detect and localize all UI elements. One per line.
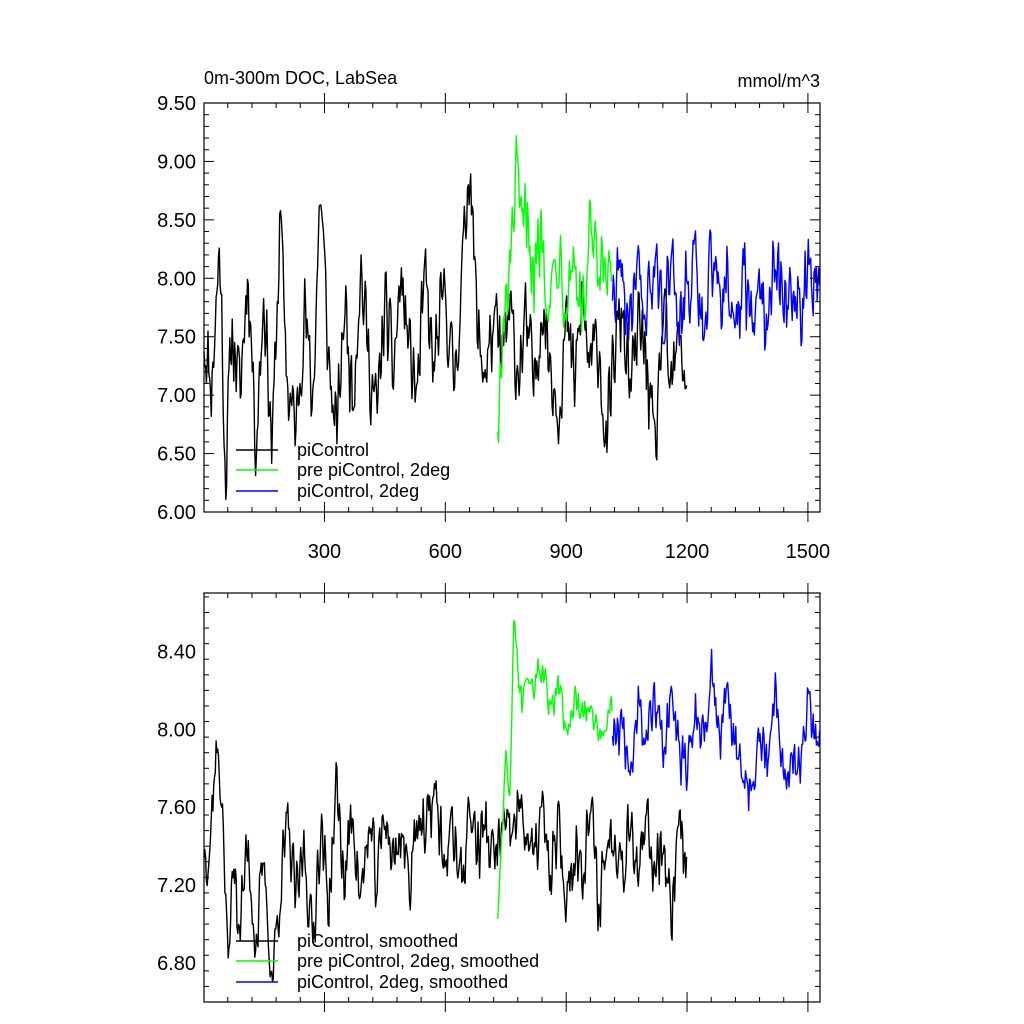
- y-tick-label: 7.60: [157, 797, 196, 819]
- series-line-pre-picontrol-2deg: [497, 135, 613, 444]
- chart-title-right: mmol/m^3: [738, 71, 820, 91]
- bottom-series-layer: [203, 620, 821, 983]
- y-tick-label: 8.00: [157, 268, 196, 290]
- series-line-picontrol-2deg: [611, 229, 821, 351]
- legend-label-picontrol-smoothed: piControl, smoothed: [297, 931, 458, 951]
- y-tick-label: 6.00: [157, 502, 196, 524]
- legend-label-pre-picontrol-2deg: pre piControl, 2deg: [297, 460, 450, 480]
- top-panel: 0m-300m DOC, LabSea mmol/m^3 6.00 6.50 7.0…: [157, 68, 830, 563]
- y-tick-label: 7.50: [157, 327, 196, 349]
- y-tick-label: 9.00: [157, 151, 196, 173]
- top-plot-frame: [203, 102, 821, 513]
- y-tick-label: 7.20: [157, 875, 196, 897]
- bottom-plot-frame: [203, 592, 821, 1003]
- y-tick-label: 8.50: [157, 210, 196, 232]
- x-tick-label: 600: [429, 541, 462, 563]
- y-tick-label: 6.50: [157, 444, 196, 466]
- y-tick-label: 8.40: [157, 641, 196, 663]
- y-tick-label: 6.80: [157, 953, 196, 975]
- series-line-picontrol-smoothed: [203, 740, 688, 983]
- legend-label-picontrol-2deg: piControl, 2deg: [297, 481, 419, 501]
- series-line-picontrol: [203, 173, 688, 501]
- chart-title-left: 0m-300m DOC, LabSea: [204, 68, 398, 88]
- legend-label-picontrol: piControl: [297, 440, 369, 460]
- top-series-layer: [203, 135, 821, 501]
- x-tick-label: 1500: [786, 541, 831, 563]
- bottom-ticks-layer: 6.80 7.20 7.60 8.00 8.40: [157, 583, 820, 1012]
- series-line-picontrol-2deg-smoothed: [611, 648, 821, 812]
- legend-label-picontrol-2deg-smoothed: piControl, 2deg, smoothed: [297, 972, 508, 992]
- x-tick-label: 300: [308, 541, 341, 563]
- series-line-pre-picontrol-2deg-smoothed: [497, 620, 613, 919]
- y-tick-label: 7.00: [157, 385, 196, 407]
- y-tick-label: 9.50: [157, 93, 196, 115]
- x-tick-label: 1200: [665, 541, 710, 563]
- top-legend: piControl pre piControl, 2deg piControl,…: [236, 440, 450, 501]
- y-tick-label: 8.00: [157, 719, 196, 741]
- top-ticks-layer: 6.00 6.50 7.00 7.50 8.00 8.50 9.00 9.50 300 600 90…: [157, 93, 830, 563]
- x-tick-label: 900: [549, 541, 582, 563]
- bottom-legend: piControl, smoothed pre piControl, 2deg,…: [236, 931, 539, 992]
- legend-label-pre-picontrol-2deg-smoothed: pre piControl, 2deg, smoothed: [297, 951, 539, 971]
- bottom-panel: 6.80 7.20 7.60 8.00 8.40 piControl, smoothed…: [157, 583, 821, 1012]
